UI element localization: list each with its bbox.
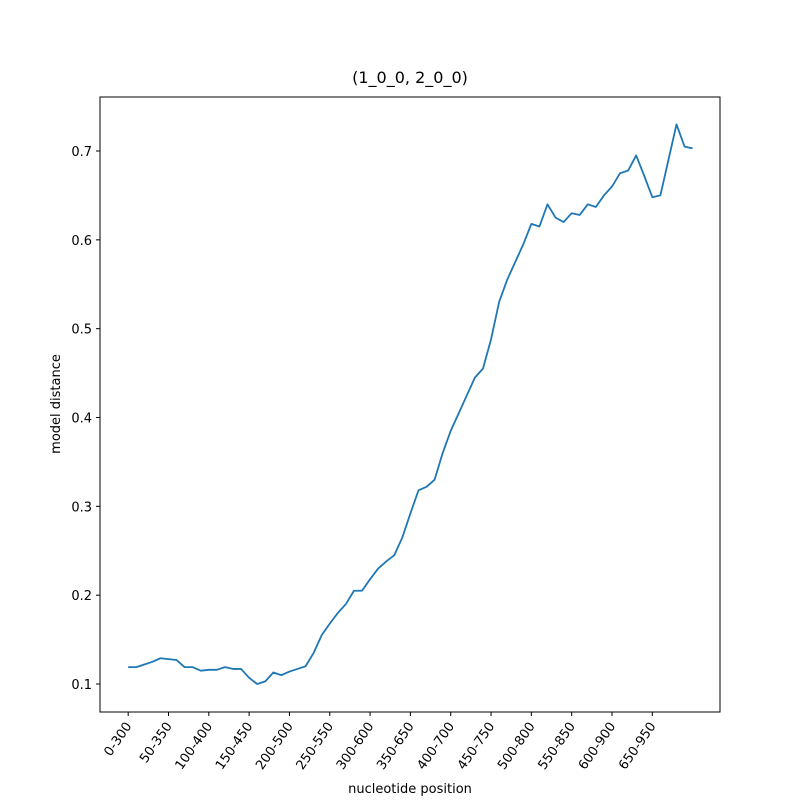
x-tick-label: 450-750 <box>455 720 498 773</box>
y-tick-label: 0.2 <box>71 589 92 604</box>
plot-frame <box>99 96 721 713</box>
y-axis-label: model distance <box>49 354 64 454</box>
x-tick-label: 600-900 <box>576 720 619 773</box>
x-tick-label: 350-650 <box>374 720 417 773</box>
x-tick-label: 500-800 <box>495 720 538 773</box>
x-tick-label: 250-550 <box>294 720 337 773</box>
chart-title: (1_0_0, 2_0_0) <box>352 68 468 88</box>
y-tick-label: 0.6 <box>71 234 92 249</box>
x-tick-label: 200-500 <box>253 720 296 773</box>
x-tick-label: 0-300 <box>102 720 136 760</box>
x-tick-label: 50-350 <box>137 720 176 766</box>
y-tick-label: 0.4 <box>71 412 92 427</box>
y-tick-label: 0.1 <box>71 678 92 693</box>
y-tick-label: 0.7 <box>71 145 92 160</box>
y-tick-label: 0.3 <box>71 500 92 515</box>
x-tick-label: 650-950 <box>616 720 659 773</box>
x-tick-label: 300-600 <box>334 720 377 773</box>
x-tick-label: 400-700 <box>415 720 458 773</box>
x-tick-label: 550-850 <box>536 720 579 773</box>
y-tick-label: 0.5 <box>71 323 92 338</box>
x-tick-label: 150-450 <box>213 720 256 773</box>
x-tick-label: 100-400 <box>173 720 216 773</box>
x-axis-label: nucleotide position <box>348 782 472 797</box>
data-line <box>128 123 693 685</box>
